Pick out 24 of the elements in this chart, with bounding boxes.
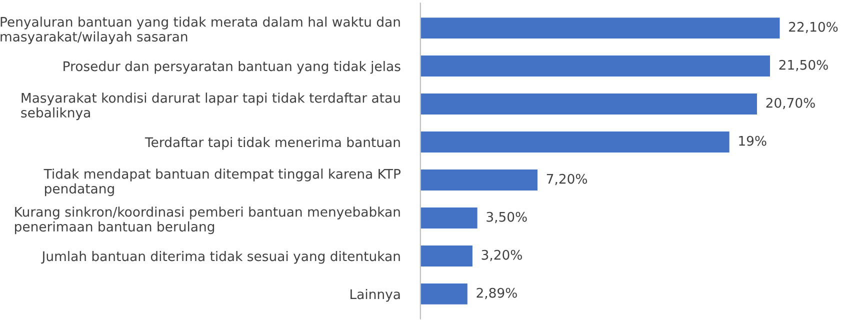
bar: [420, 132, 730, 152]
bar: [420, 56, 770, 76]
bar: [420, 284, 468, 304]
data-label: 22,10%: [789, 22, 838, 34]
data-label: 3,20%: [482, 250, 522, 262]
y-tick-label: Prosedur dan persyaratan bantuan yang tidak jelas: [64, 60, 400, 74]
y-tick-label: Kurang sinkron/koordinasi pemberi bantuan menyebabkan penerimaan bantuan berulang: [15, 206, 400, 234]
y-tick-label: Terdaftar tapi tidak menerima bantuan: [144, 136, 400, 150]
bar: [420, 170, 538, 190]
y-tick-label: Tidak mendapat bantuan ditempat tinggal karena KTP pendatang: [44, 168, 401, 196]
data-label: 7,20%: [546, 174, 588, 186]
data-label: 3,50%: [486, 212, 527, 224]
bar: [420, 18, 780, 38]
data-label: 2,89%: [476, 288, 517, 300]
bar: [420, 94, 757, 114]
y-tick-label: Jumlah bantuan diterima tidak sesuai yang ditentukan: [41, 250, 400, 264]
y-tick-label: Penyaluran bantuan yang tidak merata dalam hal waktu dan masyarakat/wilayah sasaran: [0, 16, 400, 44]
y-tick-label: Lainnya: [350, 288, 400, 302]
data-label: 21,50%: [779, 60, 828, 72]
data-label: 19%: [739, 136, 766, 146]
bar: [420, 208, 478, 228]
data-label: 20,70%: [766, 98, 815, 110]
bar: [420, 246, 472, 266]
y-tick-label: Masyarakat kondisi darurat lapar tapi tidak terdaftar atau sebaliknya: [21, 92, 400, 120]
